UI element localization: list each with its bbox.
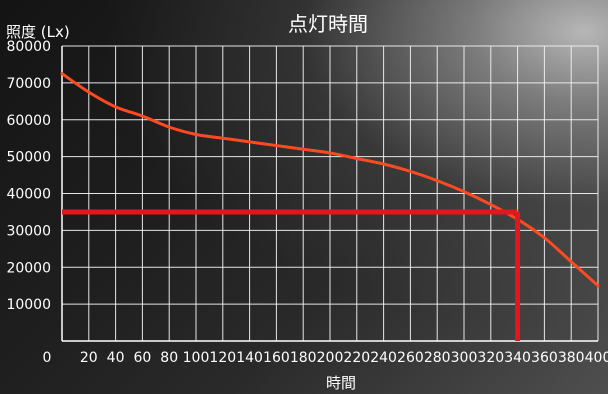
illuminance-series-line [60, 72, 600, 288]
grid-layer [62, 45, 599, 341]
x-tick-label: 180 [290, 350, 317, 366]
x-tick-label: 260 [397, 350, 424, 366]
y-tick-label: 20000 [6, 260, 51, 276]
series-layer [60, 72, 600, 288]
y-tick-label: 10000 [6, 297, 51, 313]
x-axis-title: 時間 [326, 374, 356, 392]
x-tick-label: 160 [263, 350, 290, 366]
x-tick-label: 280 [424, 350, 451, 366]
y-tick-label: 70000 [6, 76, 51, 92]
x-tick-label: 400 [585, 350, 608, 366]
x-tick-label: 120 [209, 350, 236, 366]
chart-title: 点灯時間 [288, 12, 368, 36]
x-tick-label: 220 [343, 350, 370, 366]
x-tick-label: 300 [451, 350, 478, 366]
x-tick-label: 100 [183, 350, 210, 366]
x-tick-label: 320 [477, 350, 504, 366]
y-tick-label: 80000 [6, 39, 51, 55]
x-tick-label: 380 [558, 350, 585, 366]
x-tick-label: 140 [236, 350, 263, 366]
y-tick-label: 40000 [6, 187, 51, 203]
x-tick-label: 20 [80, 350, 98, 366]
y-tick-label: 30000 [6, 223, 51, 239]
x-tick-label: 80 [160, 350, 178, 366]
x-tick-label: 240 [370, 350, 397, 366]
x-tick-label: 200 [317, 350, 344, 366]
y-tick-label: 50000 [6, 150, 51, 166]
x-tick-label: 60 [133, 350, 151, 366]
label-layer: 20 40 60 80 100 120 140 160 180 200 220 240 260 280 30… [6, 39, 608, 366]
x-tick-label: 360 [531, 350, 558, 366]
x-tick-label: 340 [504, 350, 531, 366]
guide-layer [62, 209, 521, 341]
axis-layer [61, 46, 598, 342]
y-axis-title: 照度 (Lx) [6, 23, 70, 41]
y-tick-label: 0 [43, 350, 52, 366]
y-tick-label: 60000 [6, 113, 51, 129]
x-tick-label: 40 [107, 350, 125, 366]
